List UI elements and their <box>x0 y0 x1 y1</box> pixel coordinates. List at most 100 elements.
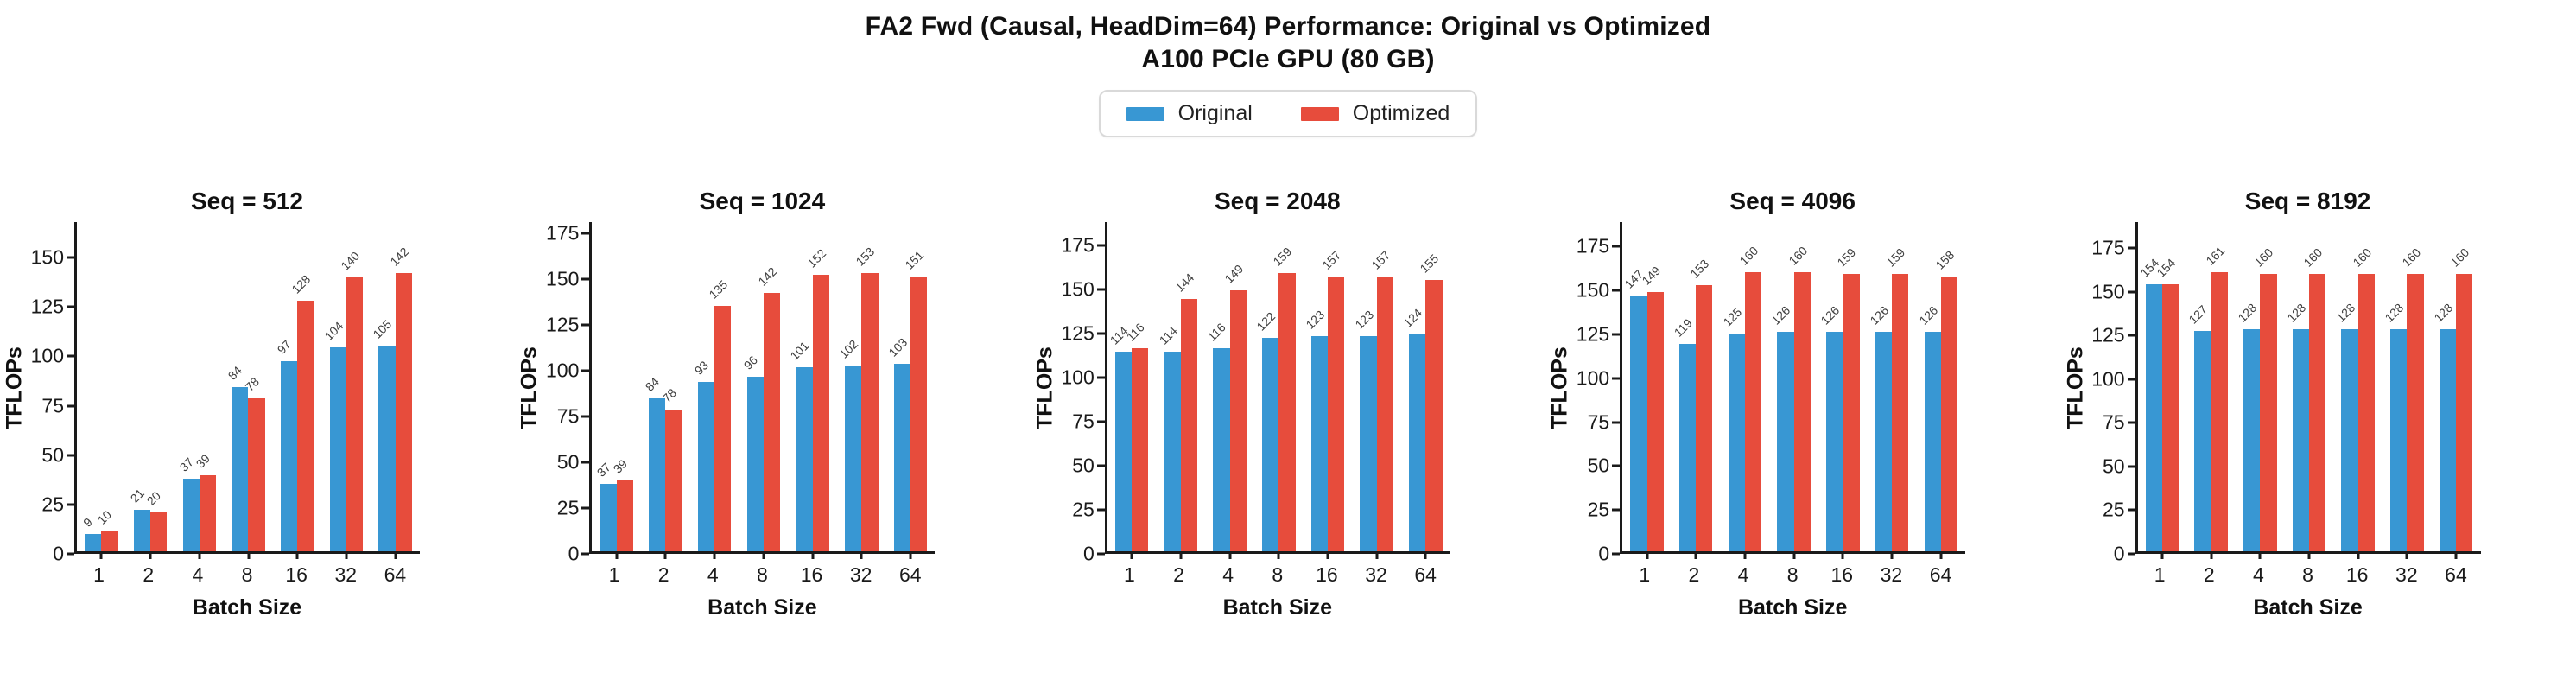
bar-original-batch-2: 84 <box>643 375 666 551</box>
y-tick-label: 125 <box>1576 322 1610 346</box>
bar-original-batch-64: 105 <box>371 317 396 551</box>
subplot-grid: Seq = 8192 TFLOPs 0 25 50 75 100 125 150 175 154 15… <box>2061 188 2576 626</box>
y-tick-label: 0 <box>1598 542 1610 565</box>
bar-group-batch-16: 128 160 <box>2333 222 2382 551</box>
x-tick-label: 4 <box>1737 563 1749 586</box>
x-tick-label: 2 <box>1688 563 1700 586</box>
plot-area: 147 149 119 153 125 160 126 160 126 159 126 159 126 1… <box>1620 222 1966 559</box>
y-tick-label: 175 <box>1576 234 1610 257</box>
bar-value-label: 119 <box>1671 315 1695 340</box>
y-tick-mark <box>581 323 590 327</box>
bar-optimized-batch-8: 160 <box>1786 244 1811 551</box>
bar-value-label: 160 <box>2398 245 2423 270</box>
bar-group-batch-32: 102 153 <box>836 222 886 551</box>
x-tick-mark <box>2307 554 2311 559</box>
x-tick-mark <box>1424 554 1427 559</box>
bar-original-batch-32: 126 <box>1867 303 1893 551</box>
bar-original-batch-4: 93 <box>692 359 715 551</box>
subplot-title: Seq = 1024 <box>699 188 826 214</box>
bar-optimized-batch-1: 116 <box>1124 321 1149 551</box>
bar-group-batch-4: 128 160 <box>2236 222 2285 551</box>
y-tick-mark <box>1612 552 1621 556</box>
bar-optimized-batch-32: 160 <box>2399 245 2424 551</box>
y-axis: 0 25 50 75 100 125 150 175 <box>2091 222 2135 563</box>
y-tick-mark <box>1612 421 1621 424</box>
bar-group-batch-64: 124 155 <box>1401 222 1450 551</box>
bar-group-batch-64: 105 142 <box>371 222 420 551</box>
bar-optimized-batch-4: 135 <box>707 277 732 551</box>
y-tick-label: 125 <box>546 313 580 336</box>
bar-value-label: 158 <box>1932 247 1957 272</box>
y-tick-label: 0 <box>1082 542 1094 565</box>
x-tick-mark <box>2357 554 2360 559</box>
bar-original-batch-64: 103 <box>885 335 911 551</box>
bar-optimized-batch-64: 160 <box>2448 245 2473 551</box>
plots-row: Seq = 512 TFLOPs 0 25 50 75 100 125 150 9 10 21 20 37… <box>0 188 2576 626</box>
x-tick-mark <box>2210 554 2213 559</box>
bar-value-label: 128 <box>2284 301 2309 326</box>
bar-group-batch-32: 128 160 <box>2382 222 2432 551</box>
y-tick-label: 150 <box>30 245 64 269</box>
bar-original-batch-1: 154 <box>2137 256 2162 551</box>
bar-value-label: 116 <box>1205 320 1229 344</box>
x-axis: 1 2 4 8 16 32 64 <box>1620 554 1965 587</box>
y-tick-mark <box>67 354 74 358</box>
bar-group-batch-8: 96 142 <box>739 222 789 551</box>
bar-group-batch-4: 125 160 <box>1720 222 1770 551</box>
y-tick-mark <box>1096 464 1105 467</box>
bar-value-label: 152 <box>804 245 828 270</box>
y-tick-mark <box>1096 376 1105 379</box>
bar-group-batch-1: 154 154 <box>2137 222 2187 551</box>
x-tick-mark <box>2160 554 2164 559</box>
y-tick-mark <box>1612 289 1621 292</box>
x-tick-label: 16 <box>1316 563 1338 586</box>
x-tick-label: 64 <box>384 563 407 586</box>
bar-value-label: 105 <box>370 316 395 341</box>
bar-value-label: 142 <box>387 244 411 269</box>
y-tick-label: 150 <box>1061 277 1094 301</box>
legend-wrap: Original Optimized <box>0 90 2576 137</box>
bar-optimized-batch-32: 153 <box>853 245 879 551</box>
y-tick-mark <box>581 277 590 281</box>
bar-group-batch-16: 123 157 <box>1303 222 1353 551</box>
bar-original-batch-1: 9 <box>80 514 102 551</box>
bar-value-label: 84 <box>225 362 245 383</box>
subplot-title: Seq = 512 <box>191 188 303 214</box>
bar-group-batch-1: 37 39 <box>592 222 641 551</box>
bar-optimized-batch-64: 142 <box>387 245 412 551</box>
x-tick-mark <box>1375 554 1379 559</box>
bar-value-label: 159 <box>1834 245 1859 270</box>
y-tick-mark <box>581 369 590 372</box>
bar-group-batch-32: 126 159 <box>1867 222 1917 551</box>
bar-optimized-batch-8: 78 <box>242 374 265 551</box>
bar-original-batch-32: 123 <box>1352 308 1377 551</box>
x-tick-label: 4 <box>1222 563 1234 586</box>
x-tick-label: 2 <box>1173 563 1184 586</box>
bar-value-label: 39 <box>193 450 213 471</box>
x-tick-mark <box>1179 554 1183 559</box>
bar-value-label: 160 <box>1786 244 1810 269</box>
x-tick-mark <box>2258 554 2262 559</box>
bar-original-batch-8: 84 <box>225 363 249 551</box>
x-tick-mark <box>1326 554 1329 559</box>
bar-original-batch-32: 102 <box>836 337 862 551</box>
y-tick-label: 100 <box>546 359 580 382</box>
bar-value-label: 84 <box>642 374 663 394</box>
bar-value-label: 10 <box>95 507 115 528</box>
bar-group-batch-2: 119 153 <box>1672 222 1721 551</box>
y-tick-label: 150 <box>1576 278 1610 302</box>
y-tick-label: 75 <box>556 404 580 428</box>
y-tick-label: 175 <box>1061 233 1094 257</box>
bar-original-batch-32: 104 <box>321 319 346 551</box>
x-tick-label: 64 <box>2445 563 2467 586</box>
bar-optimized-batch-8: 159 <box>1271 245 1296 551</box>
bar-value-label: 37 <box>593 460 613 480</box>
x-tick-mark <box>1130 554 1133 559</box>
subplot-4096: Seq = 4096 TFLOPs 0 25 50 75 100 125 150 175 147 14… <box>1545 188 2060 626</box>
bar-original-batch-64: 126 <box>1916 303 1941 551</box>
x-tick-label: 4 <box>192 563 204 586</box>
bar-original-batch-1: 114 <box>1107 324 1133 551</box>
y-tick-mark <box>581 552 590 556</box>
bar-group-batch-4: 37 39 <box>174 222 224 551</box>
y-tick-label: 75 <box>1587 410 1610 434</box>
